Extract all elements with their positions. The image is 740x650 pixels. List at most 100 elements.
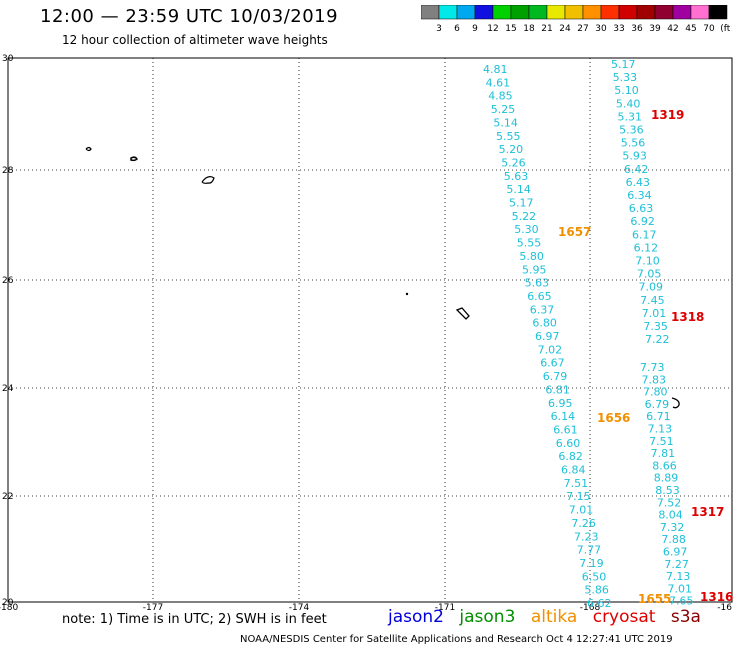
swh-value: 6.79 — [543, 370, 568, 383]
swh-value: 6.42 — [624, 163, 649, 176]
satellite-legend: jason2 jason3 altika cryosat s3a — [388, 607, 711, 627]
colorbar-label: 39 — [649, 24, 661, 34]
pass-time-labels: 1319 1318 1317 1316 1657 1656 1655 — [558, 108, 733, 606]
swh-value: 8.53 — [655, 484, 680, 497]
swh-value: 5.14 — [493, 116, 518, 129]
swh-value: 5.40 — [616, 97, 641, 110]
swh-value: 6.71 — [646, 410, 671, 423]
swh-value: 7.13 — [666, 570, 691, 583]
legend-cryosat: cryosat — [592, 607, 656, 627]
swh-value: 6.81 — [545, 383, 570, 396]
lat-tick-label: 22 — [2, 492, 13, 502]
colorbar-label: 15 — [505, 24, 516, 34]
colorbar-label: 36 — [631, 24, 643, 34]
lat-tick-label: 20 — [2, 598, 14, 608]
swh-value: 7.88 — [661, 533, 686, 546]
swh-value: 7.13 — [648, 423, 673, 436]
swh-value: 7.77 — [577, 544, 602, 557]
colorbar-label: 18 — [523, 24, 535, 34]
swh-value: 7.23 — [574, 530, 599, 543]
swh-value: 6.97 — [535, 330, 560, 343]
altimeter-tracks: 4.814.614.855.255.145.555.205.265.635.14… — [483, 58, 694, 610]
swh-value: 7.01 — [569, 504, 594, 517]
swh-value: 8.04 — [658, 509, 683, 522]
lon-tick-label: -174 — [289, 603, 310, 613]
swh-value: 6.61 — [553, 423, 578, 436]
colorbar-swatch — [708, 5, 728, 20]
colorbar-label: 21 — [541, 24, 552, 34]
swh-value: 7.02 — [538, 343, 563, 356]
swh-value: 7.65 — [669, 595, 694, 608]
pass-time-label: 1657 — [558, 225, 591, 239]
swh-value: 6.12 — [634, 241, 659, 254]
credit-footer: NOAA/NESDIS Center for Satellite Applica… — [240, 634, 673, 645]
lon-tick-label: -171 — [435, 603, 455, 613]
map-subtitle: 12 hour collection of altimeter wave hei… — [62, 33, 328, 47]
swh-value: 7.35 — [643, 320, 668, 333]
swh-value: 7.19 — [579, 557, 604, 570]
colorbar-label: 45 — [685, 24, 696, 34]
swh-value: 5.31 — [617, 110, 642, 123]
lon-tick-label: -180 — [0, 603, 18, 613]
swh-value: 6.82 — [558, 450, 583, 463]
swh-value: 5.80 — [519, 250, 544, 263]
colorbar-label: (ft) — [720, 24, 731, 34]
legend-jason2: jason2 — [388, 607, 444, 627]
pass-time-label: 1317 — [691, 505, 724, 519]
swh-value: 6.97 — [663, 546, 688, 559]
swh-value: 6.95 — [548, 397, 573, 410]
swh-value: 5.56 — [621, 137, 646, 150]
swh-value: 5.30 — [514, 223, 539, 236]
swh-value: 4.81 — [483, 63, 508, 76]
swh-value: 5.63 — [504, 170, 529, 183]
island-outline — [130, 156, 138, 162]
swh-value: 6.34 — [627, 189, 652, 202]
swh-value: 7.83 — [642, 373, 667, 386]
footnote: note: 1) Time is in UTC; 2) SWH is in fe… — [62, 612, 327, 627]
swh-value: 7.05 — [637, 268, 662, 281]
swh-value: 5.25 — [491, 103, 516, 116]
island-outline — [455, 307, 470, 320]
swh-value: 6.14 — [551, 410, 576, 423]
swh-value: 7.09 — [639, 281, 664, 294]
colorbar-label: 24 — [559, 24, 571, 34]
colorbar-label: 27 — [577, 24, 588, 34]
swh-value: 7.01 — [667, 582, 692, 595]
swh-value: 5.93 — [622, 150, 647, 163]
swh-value: 6.84 — [561, 464, 586, 477]
colorbar-label: 6 — [454, 24, 460, 34]
swh-value: 6.50 — [582, 570, 607, 583]
legend-s3a: s3a — [670, 607, 701, 627]
swh-value: 5.33 — [613, 71, 638, 84]
colorbar-label: 70 — [703, 24, 715, 34]
swh-value: 4.85 — [488, 90, 513, 103]
swh-value: 6.79 — [645, 398, 670, 411]
island-outline — [85, 146, 92, 152]
swh-value: 6.63 — [629, 202, 654, 215]
lon-tick-label: -168 — [580, 603, 601, 613]
swh-value: 7.81 — [651, 447, 676, 460]
swh-value: 7.10 — [635, 255, 660, 268]
swh-value: 6.62 — [587, 597, 612, 610]
swh-value: 6.17 — [632, 228, 657, 241]
lon-tick-label: -177 — [143, 603, 163, 613]
swh-value: 5.22 — [512, 210, 536, 223]
swh-value: 6.92 — [630, 215, 655, 228]
pass-time-label: 1316 — [700, 590, 733, 604]
legend-jason3: jason3 — [459, 607, 516, 627]
swh-value: 5.63 — [525, 277, 550, 290]
swh-value: 8.66 — [652, 459, 677, 472]
lon-tick-label: -16 — [717, 603, 732, 613]
map-frame — [7, 57, 733, 603]
swh-value: 7.27 — [664, 558, 689, 571]
swh-value: 5.26 — [501, 156, 526, 169]
swh-value: 5.86 — [584, 584, 609, 597]
swh-value: 5.95 — [522, 263, 547, 276]
swh-value: 8.89 — [654, 472, 679, 485]
colorbar-label: 9 — [472, 24, 478, 34]
lat-tick-label: 26 — [2, 276, 14, 286]
swh-value: 6.37 — [530, 303, 555, 316]
island-outline — [671, 397, 680, 409]
swh-value: 6.65 — [527, 290, 552, 303]
swh-value: 7.26 — [571, 517, 596, 530]
